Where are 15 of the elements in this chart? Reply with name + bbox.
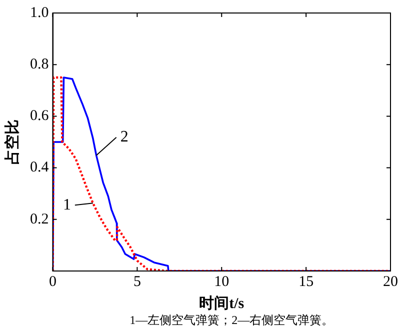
y-tick-label: 0.4 (30, 160, 50, 176)
x-tick-label: 20 (383, 274, 398, 290)
x-tick-label: 15 (298, 274, 314, 290)
series-label: 1 (62, 196, 71, 214)
text: 1—左侧空气弹簧；2—右侧空气弹簧。 (130, 313, 334, 328)
y-axis-title: 占空比 (2, 120, 21, 164)
x-tick-label: 0 (49, 274, 56, 290)
x-tick-label: 10 (214, 274, 230, 290)
x-axis-title: 时间t/s (199, 294, 244, 312)
y-tick-label: 1.0 (30, 4, 49, 21)
y-tick-label: 0.2 (30, 211, 49, 228)
x-tick-label: 5 (133, 274, 141, 290)
y-tick-label: 0.6 (30, 108, 50, 124)
series-label: 2 (120, 128, 128, 146)
y-tick-label: 0.8 (30, 56, 49, 73)
